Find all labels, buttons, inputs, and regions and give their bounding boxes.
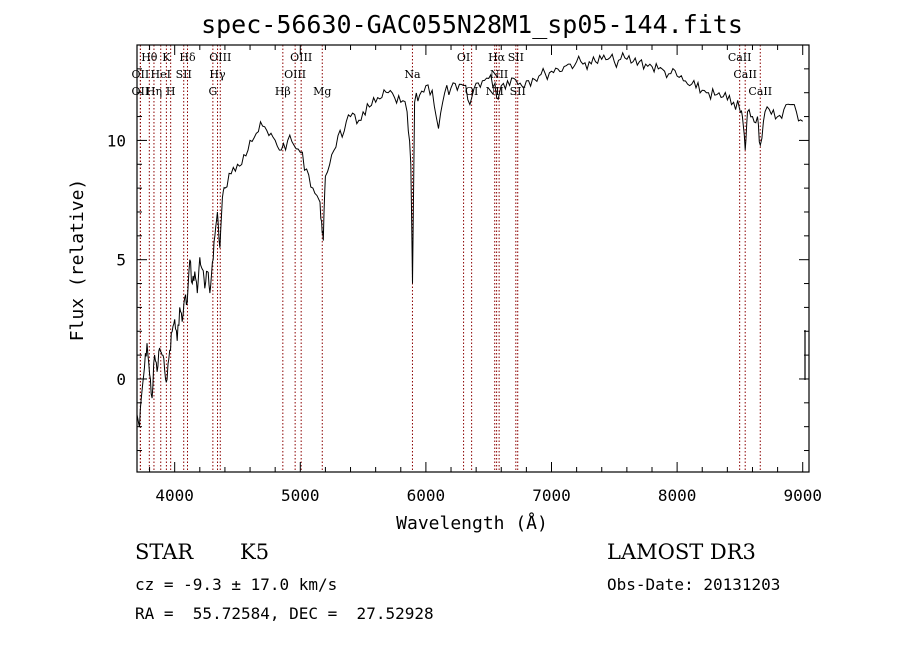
spectrum-line (136, 51, 803, 427)
line-label-0: Hθ (141, 51, 158, 64)
line-label-24: CaII (728, 51, 752, 64)
x-tick-label-6000: 6000 (407, 486, 446, 505)
y-tick-label-5: 5 (116, 251, 126, 270)
x-tick-label-5000: 5000 (281, 486, 320, 505)
y-axis-ticks: 0 5 10 (107, 68, 809, 452)
y-tick-label-10: 10 (107, 131, 126, 150)
chart-title: spec-56630-GAC055N28M1_sp05-144.fits (201, 10, 743, 39)
line-label-15: Mg (313, 85, 331, 98)
line-label-12: OIII (290, 51, 312, 64)
object-class: STAR (135, 540, 194, 564)
redshift-readout: cz = -9.3 ± 17.0 km/s (135, 575, 338, 594)
x-tick-label-4000: 4000 (155, 486, 194, 505)
line-label-20: SII (508, 51, 524, 64)
survey-name: LAMOST DR3 (607, 540, 756, 564)
x-tick-label-8000: 8000 (658, 486, 697, 505)
line-label-6: H (166, 85, 176, 98)
line-label-17: OI (457, 51, 470, 64)
line-label-10: Hγ (209, 68, 226, 81)
object-subclass: K5 (240, 540, 270, 564)
line-label-19: Hα (488, 51, 506, 64)
line-label-18: OI (465, 85, 478, 98)
obs-date: Obs-Date: 20131203 (607, 575, 781, 594)
line-label-8: SII (176, 68, 192, 81)
line-label-23: SII (510, 85, 526, 98)
line-label-13: OIII (284, 68, 306, 81)
line-label-7: Hδ (179, 51, 196, 64)
y-axis-label: Flux (relative) (67, 179, 88, 342)
line-label-21: NII (490, 68, 508, 81)
line-label-4: K (162, 51, 171, 64)
y-tick-label-0: 0 (116, 370, 126, 389)
x-tick-label-9000: 9000 (783, 486, 822, 505)
line-label-3: Hη (146, 85, 162, 98)
x-axis-label: Wavelength (Å) (396, 512, 548, 534)
line-label-26: CaII (748, 85, 772, 98)
line-label-25: CaII (733, 68, 757, 81)
spectral-line-markers (139, 45, 761, 472)
line-label-1: OII (132, 68, 150, 81)
x-axis-ticks: 4000 5000 6000 7000 8000 9000 (149, 45, 822, 505)
line-label-11: G (208, 85, 217, 98)
line-label-9: OIII (209, 51, 231, 64)
plot-frame (136, 44, 810, 473)
line-label-14: Hβ (275, 85, 291, 98)
line-label-16: Na (404, 68, 421, 81)
line-label-5: HeI (151, 68, 171, 81)
line-label-2: OII (132, 85, 150, 98)
coordinates: RA = 55.72584, DEC = 27.52928 (135, 604, 434, 623)
x-tick-label-7000: 7000 (532, 486, 571, 505)
